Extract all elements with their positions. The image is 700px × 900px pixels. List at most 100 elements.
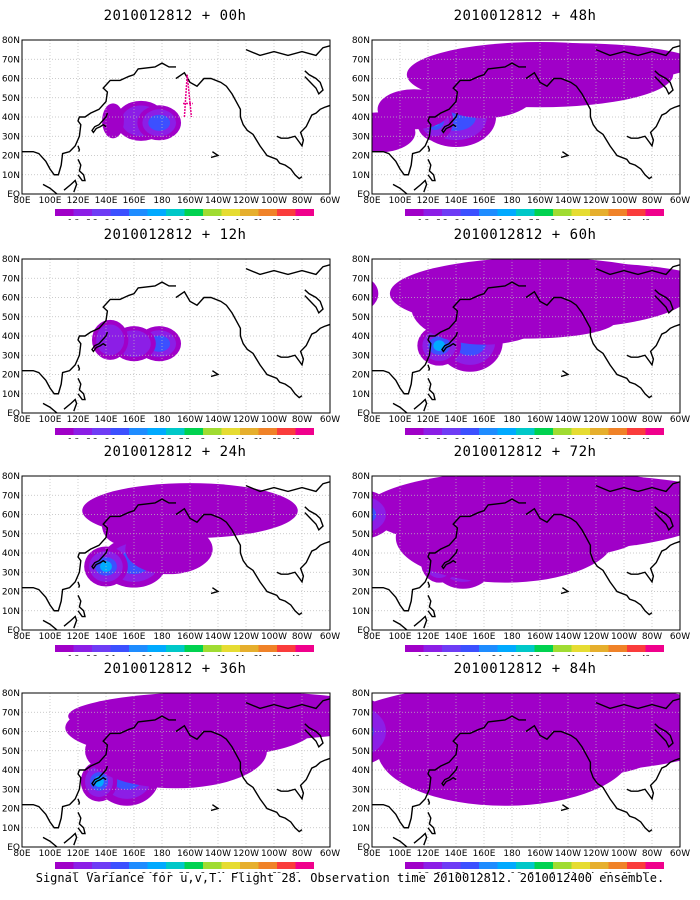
lat-tick-label: 80N xyxy=(2,472,20,482)
colorbar-label: 3.1 xyxy=(455,871,466,873)
colorbar-swatch xyxy=(442,209,461,216)
lon-tick-label: 60W xyxy=(670,632,690,642)
colorbar-swatch xyxy=(92,645,111,652)
lon-tick-label: 140E xyxy=(445,849,468,859)
colorbar-swatch xyxy=(608,862,627,869)
coastline xyxy=(42,402,58,413)
lat-tick-label: 80N xyxy=(352,36,370,46)
colorbar-label: 2.2 xyxy=(436,437,447,439)
lat-tick-label: 20N xyxy=(2,805,20,815)
colorbar-label: 3.1 xyxy=(105,437,116,439)
colorbar-label: 4 xyxy=(477,871,482,873)
colorbar-swatch xyxy=(645,209,664,216)
lon-tick-label: 60W xyxy=(670,415,690,425)
colorbar-swatch xyxy=(497,862,516,869)
colorbar-label: 11 xyxy=(217,871,226,873)
variance-field xyxy=(82,483,298,588)
colorbar-label: 5.1 xyxy=(492,218,503,220)
lon-tick-label: 60W xyxy=(670,196,690,206)
colorbar-swatch xyxy=(460,209,479,216)
colorbar-swatch xyxy=(608,209,627,216)
colorbar-label: 11 xyxy=(217,654,226,656)
colorbar-label: 1.8 xyxy=(68,437,79,439)
coastline xyxy=(175,724,303,833)
coastline xyxy=(392,183,408,194)
lat-tick-label: 60N xyxy=(352,294,370,304)
colorbar-swatch xyxy=(497,645,516,652)
lon-tick-label: 100E xyxy=(389,415,412,425)
lon-tick-label: 120E xyxy=(417,632,440,642)
lat-tick-label: 20N xyxy=(352,588,370,598)
lat-tick-label: 80N xyxy=(2,689,20,699)
lon-tick-label: 80W xyxy=(642,849,662,859)
colorbar-label: 3.1 xyxy=(105,654,116,656)
lat-tick-label: 20N xyxy=(2,152,20,162)
colorbar-swatch xyxy=(55,428,74,435)
lat-tick-label: 20N xyxy=(352,805,370,815)
colorbar-swatch xyxy=(184,428,203,435)
lon-tick-label: 140E xyxy=(95,415,118,425)
coastline xyxy=(245,481,330,493)
colorbar-label: 6.3 xyxy=(510,218,521,220)
lat-tick-label: 50N xyxy=(2,747,20,757)
lon-tick-label: 160W xyxy=(527,196,553,206)
colorbar-label: 6.3 xyxy=(160,871,171,873)
coastline xyxy=(77,378,86,401)
colorbar-label: 29 xyxy=(623,437,632,439)
coastline xyxy=(427,798,431,805)
colorbar-label: 7.5 xyxy=(529,871,540,873)
colorbar-label: 14 xyxy=(236,654,245,656)
colorbar-swatch xyxy=(73,645,92,652)
colorbar-swatch xyxy=(608,645,627,652)
colorbar-label: 3.1 xyxy=(105,218,116,220)
lon-tick-label: 140W xyxy=(205,632,231,642)
colorbar-label: 21 xyxy=(254,218,263,220)
coastline xyxy=(42,619,58,630)
lat-tick-label: EQ xyxy=(7,409,20,419)
lat-tick-label: 50N xyxy=(2,530,20,540)
lat-tick-label: EQ xyxy=(7,190,20,200)
lon-tick-label: 80E xyxy=(363,415,380,425)
colorbar-swatch xyxy=(147,645,166,652)
colorbar-label: 21 xyxy=(254,437,263,439)
colorbar-swatch xyxy=(442,862,461,869)
colorbar-swatch xyxy=(221,862,240,869)
lat-tick-label: EQ xyxy=(357,409,370,419)
colorbar-swatch xyxy=(571,428,590,435)
forecast-panel-00h: EQ 10N 20N 30N 40N 50N 60N 70N 80N 80E 100E 120E 140… xyxy=(0,0,350,220)
colorbar-swatch xyxy=(129,862,148,869)
coastline xyxy=(372,281,526,395)
lon-tick-label: 160W xyxy=(177,632,203,642)
variance-field xyxy=(372,42,680,153)
variance-region xyxy=(96,324,125,356)
lat-tick-label: 30N xyxy=(2,351,20,361)
lon-tick-label: 160W xyxy=(177,196,203,206)
lon-tick-label: 80E xyxy=(13,415,30,425)
forecast-panel-84h: EQ 10N 20N 30N 40N 50N 60N 70N 80N 80E 100E 120E 140… xyxy=(350,653,700,873)
coastline xyxy=(595,698,680,710)
lon-tick-label: 80E xyxy=(13,849,30,859)
lon-tick-label: 120E xyxy=(67,849,90,859)
colorbar-label: 9 xyxy=(201,437,205,439)
coastline xyxy=(654,723,674,749)
lon-tick-label: 120W xyxy=(233,196,259,206)
colorbar-swatch xyxy=(110,645,129,652)
coastline xyxy=(413,615,428,629)
variance-core xyxy=(148,114,171,131)
lon-tick-label: 160W xyxy=(177,849,203,859)
lon-tick-label: 160E xyxy=(473,632,496,642)
variance-region xyxy=(372,112,416,153)
lat-tick-label: 60N xyxy=(352,728,370,738)
colorbar-swatch xyxy=(405,645,424,652)
lat-tick-label: 40N xyxy=(352,549,370,559)
lon-tick-label: 100W xyxy=(611,632,637,642)
coastline xyxy=(42,183,58,194)
coastline xyxy=(441,548,459,570)
colorbar-swatch xyxy=(553,645,572,652)
colorbar-swatch xyxy=(277,428,296,435)
colorbar-label: 9 xyxy=(551,218,555,220)
lon-tick-label: 100E xyxy=(389,849,412,859)
panel-title: 2010012812 + 60h xyxy=(453,227,597,243)
colorbar-label: 6.3 xyxy=(160,437,171,439)
coastline xyxy=(441,331,459,353)
